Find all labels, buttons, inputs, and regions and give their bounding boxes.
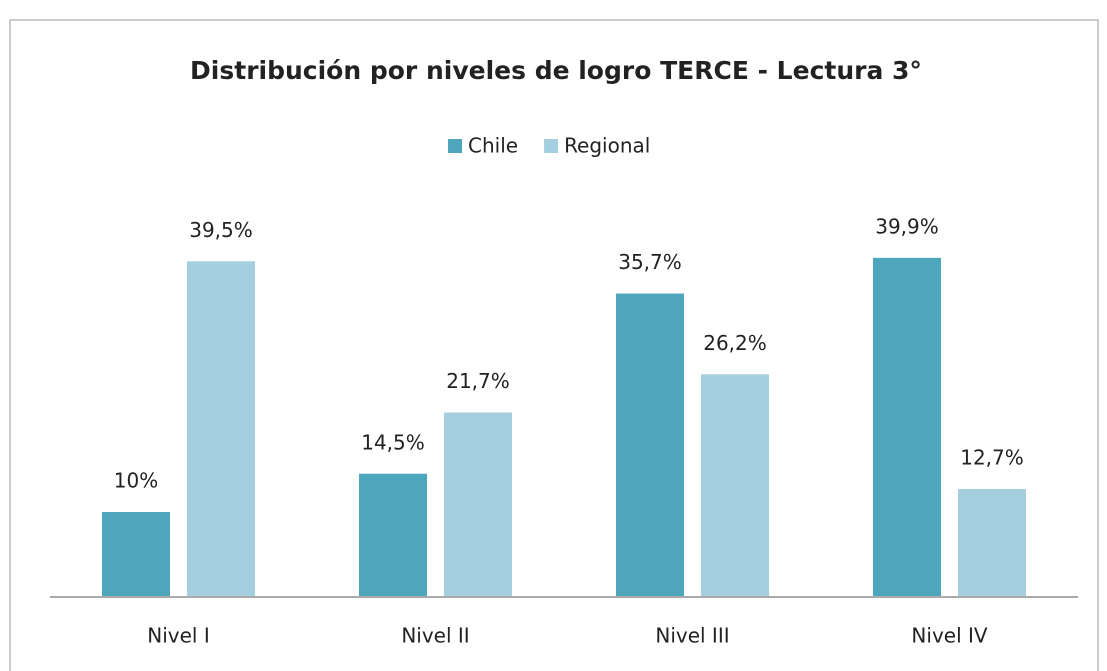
bar (701, 374, 769, 597)
value-label: 12,7% (960, 446, 1024, 470)
bar (187, 261, 255, 597)
bar (444, 412, 512, 597)
legend-label: Chile (468, 134, 518, 158)
bar (958, 489, 1026, 597)
value-label: 35,7% (618, 250, 682, 274)
x-tick-label: Nivel II (401, 624, 469, 648)
bar (359, 473, 427, 597)
value-label: 39,9% (875, 214, 939, 238)
legend-swatch (544, 139, 559, 153)
value-label: 10% (114, 469, 158, 493)
value-label: 21,7% (446, 369, 510, 393)
value-label: 26,2% (703, 331, 767, 355)
legend-label: Regional (564, 134, 650, 158)
x-tick-label: Nivel IV (911, 624, 987, 648)
chart-title: Distribución por niveles de logro TERCE … (190, 56, 922, 85)
bar (616, 293, 684, 597)
bar (102, 512, 170, 597)
value-label: 39,5% (189, 218, 253, 242)
legend-swatch (448, 139, 462, 153)
x-tick-label: Nivel III (655, 624, 729, 648)
value-label: 14,5% (361, 430, 425, 454)
bar (873, 257, 941, 597)
x-tick-label: Nivel I (147, 624, 209, 648)
